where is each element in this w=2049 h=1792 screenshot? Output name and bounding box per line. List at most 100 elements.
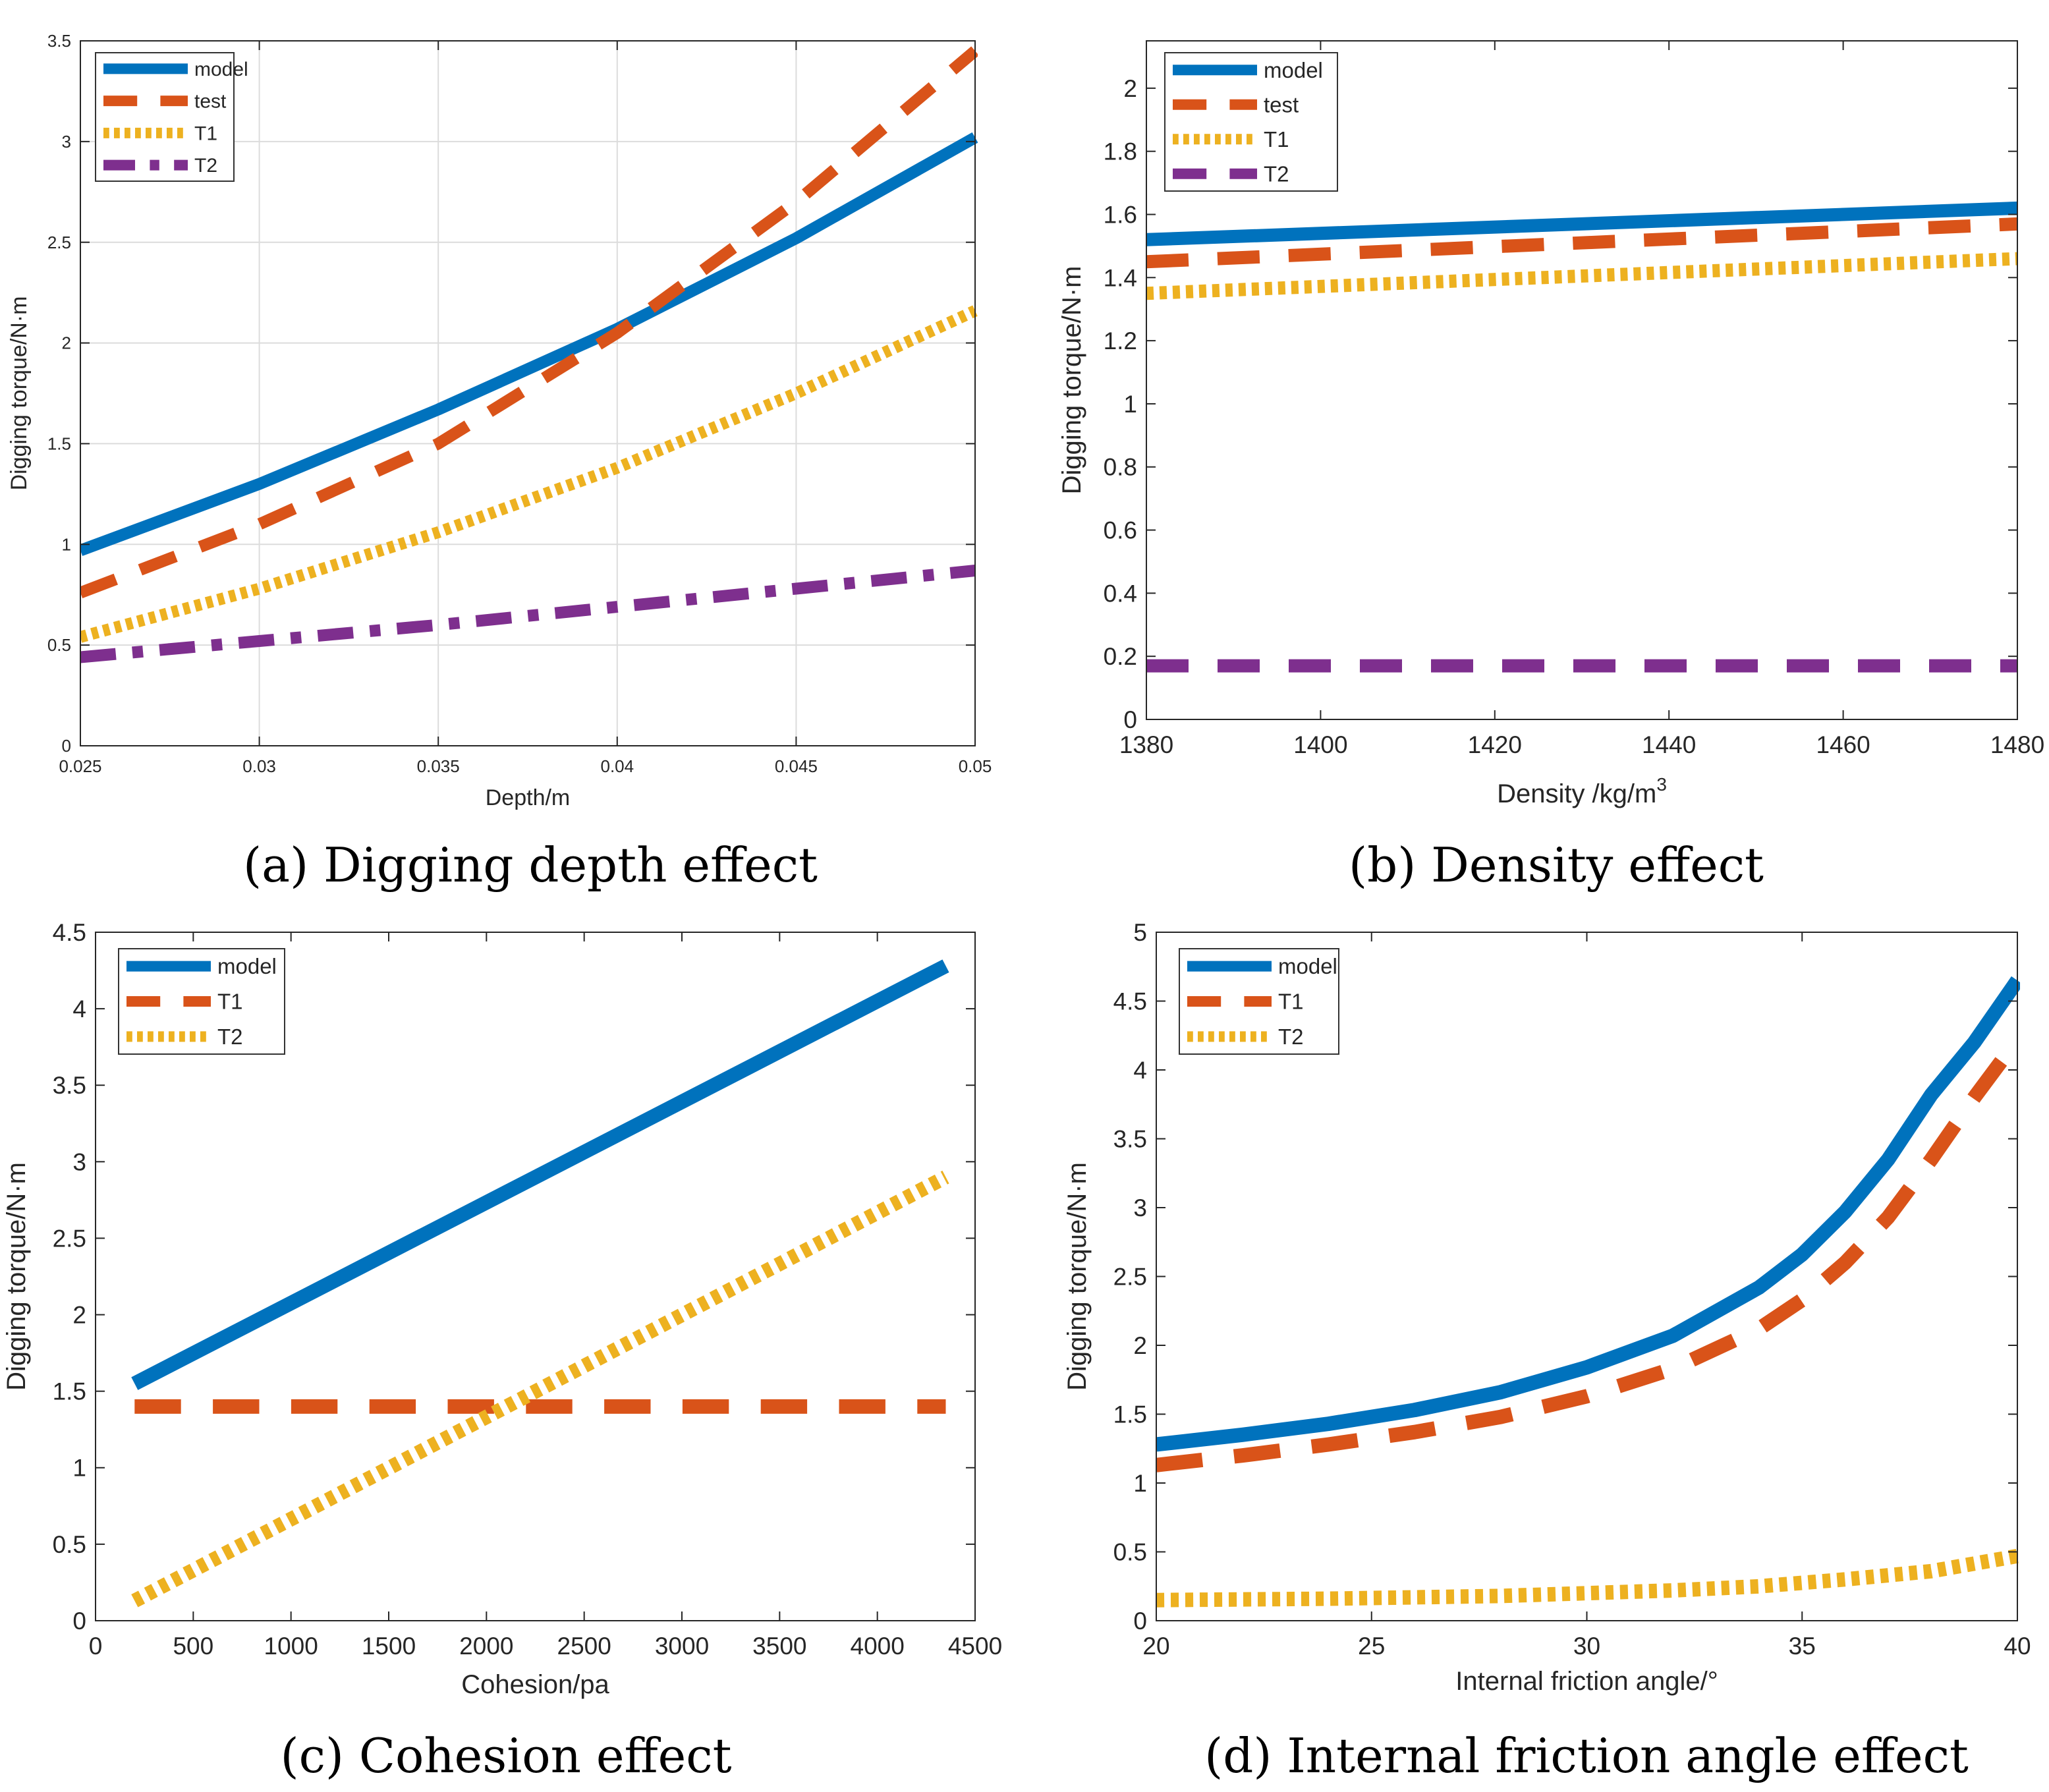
series-line-model [1156,976,2020,1452]
x-axis-label-text: Density /kg/m [1497,779,1656,808]
axes-box [1146,40,2018,720]
y-tick-label: 3.5 [47,31,71,51]
caption-text: Digging depth effect [323,837,818,893]
y-tick-label: 1 [72,1455,86,1482]
x-tick-label: 1400 [1293,731,1347,758]
x-tick-label: 3500 [752,1633,806,1660]
y-tick-label: 0.4 [1104,580,1137,607]
legend-label: T2 [217,1024,243,1049]
x-tick-label: 1500 [362,1633,416,1660]
caption-letter: b [1367,837,1397,893]
x-tick-label: 1460 [1816,731,1870,758]
series-line-model [131,959,949,1390]
legend-label: T1 [1264,127,1289,152]
y-tick-label: 0 [72,1608,86,1635]
caption-text: Cohesion effect [359,1728,732,1783]
y-tick-label: 1.5 [1113,1401,1147,1428]
y-tick-label: 3.5 [53,1072,86,1099]
y-tick-label: 0 [1133,1608,1147,1635]
caption-open-paren: ( [280,1728,298,1783]
x-axis-label: Internal friction angle/° [1455,1667,1718,1696]
x-tick-label: 35 [1789,1633,1816,1660]
caption-letter: d [1223,1728,1253,1783]
x-tick-label: 40 [2004,1633,2031,1660]
x-tick-label: 0.025 [59,756,101,776]
series-line-t2 [131,1170,949,1608]
x-axis-label: Density /kg/m3 [1497,774,1667,808]
y-tick-label: 4.5 [53,919,86,946]
y-tick-label: 2.5 [53,1225,86,1252]
y-tick-label: 2 [72,1302,86,1329]
series-line-t1 [1156,1035,2020,1472]
y-tick-label: 0.5 [47,635,71,655]
x-tick-label: 4500 [948,1633,1002,1660]
series-line-t1 [80,305,978,643]
x-tick-label: 1000 [264,1633,318,1660]
y-tick-label: 1.4 [1104,264,1137,291]
x-tick-label: 30 [1573,1633,1600,1660]
axes-box [80,40,976,746]
legend-label: T2 [194,155,217,177]
legend-label: T2 [1264,161,1289,186]
x-tick-label: 2000 [459,1633,513,1660]
x-tick-label: 0.045 [775,756,818,776]
x-tick-label: 500 [173,1633,213,1660]
y-tick-label: 1 [1123,391,1137,418]
y-tick-label: 1 [62,534,71,554]
x-axis-label-text: Cohesion/pa [461,1670,609,1699]
x-axis-label-text: Internal friction angle/° [1455,1667,1718,1696]
x-tick-label: 1440 [1642,731,1696,758]
y-axis-label: Digging torque/N·m [2,1162,31,1391]
caption-close-paren: ) [290,837,323,893]
y-tick-label: 2 [62,333,71,353]
legend-label: model [194,59,248,80]
x-tick-label: 4000 [851,1633,905,1660]
chart-panel-c: 0 500 1000 1500 2000 2500 3000 3500 4000 4500 0 0.5… [2,919,1002,1783]
y-axis-label: Digging torque/N·m [1063,1162,1092,1391]
axes-box [95,932,976,1621]
y-tick-label: 3.5 [1113,1125,1147,1152]
caption-letter: c [299,1728,325,1783]
y-tick-label: 1.5 [47,434,71,454]
x-tick-label: 20 [1142,1633,1169,1660]
y-tick-label: 0 [62,736,71,756]
series-line-model [1146,201,2018,246]
caption-letter: a [262,837,290,893]
legend-label: model [1264,58,1323,82]
legend-box [1164,52,1338,192]
y-tick-label: 0.6 [1104,517,1137,544]
x-tick-label: 2500 [557,1633,611,1660]
x-tick-label: 1480 [1990,731,2044,758]
y-axis-label: Digging torque/N·m [1057,266,1086,495]
y-tick-label: 0.5 [53,1531,86,1558]
chart-panel-b: 1380 1400 1420 1440 1460 1480 0 0.2 0.4 0.6 0.8 1 1.… [1057,40,2044,893]
y-tick-label: 1.8 [1104,138,1137,165]
y-tick-label: 2.5 [1113,1263,1147,1290]
y-tick-label: 3 [1133,1194,1147,1221]
y-tick-label: 4.5 [1113,988,1147,1015]
legend-label: T1 [194,123,217,144]
panel-caption: (c) Cohesion effect [280,1728,731,1783]
series-line-test [1146,217,2018,269]
legend-box [95,52,235,182]
x-tick-label: 3000 [655,1633,709,1660]
caption-open-paren: ( [1349,837,1367,893]
x-axis-label-superscript: 3 [1656,774,1667,795]
y-tick-label: 3 [72,1148,86,1175]
legend-label: T1 [217,990,243,1014]
y-tick-label: 0.2 [1104,643,1137,670]
x-tick-label: 1420 [1468,731,1522,758]
y-tick-label: 1.6 [1104,201,1137,228]
x-tick-label: 0.03 [242,756,276,776]
x-tick-label: 1380 [1119,731,1173,758]
y-tick-label: 0.5 [1113,1538,1147,1565]
series-line-t2 [80,565,976,663]
panel-caption: (b) Density effect [1349,837,1764,893]
x-tick-label: 0 [89,1633,103,1660]
y-tick-label: 2.5 [47,233,71,252]
y-tick-label: 4 [1133,1057,1147,1084]
series-line-test [80,46,978,599]
y-tick-label: 2 [1123,75,1137,102]
x-axis-label: Depth/m [486,785,571,810]
